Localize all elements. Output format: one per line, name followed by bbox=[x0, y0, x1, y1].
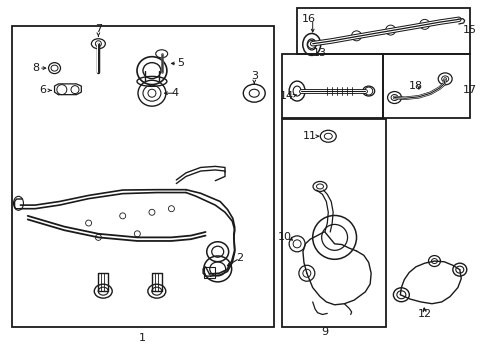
Text: 9: 9 bbox=[321, 327, 328, 337]
Text: 16: 16 bbox=[301, 14, 315, 24]
Text: 17: 17 bbox=[462, 85, 476, 95]
Text: 5: 5 bbox=[176, 58, 183, 68]
Bar bbox=[282, 54, 382, 118]
Text: 14: 14 bbox=[280, 91, 294, 101]
Text: 6: 6 bbox=[39, 85, 46, 95]
Text: 12: 12 bbox=[417, 310, 431, 319]
Bar bbox=[12, 26, 273, 327]
Text: 4: 4 bbox=[171, 88, 179, 98]
Text: 3: 3 bbox=[250, 71, 257, 81]
Bar bbox=[282, 119, 385, 327]
Text: 13: 13 bbox=[312, 48, 326, 58]
Bar bbox=[382, 54, 469, 118]
Bar bbox=[203, 267, 215, 278]
Text: 15: 15 bbox=[462, 25, 476, 35]
Text: 18: 18 bbox=[408, 81, 422, 91]
Text: 10: 10 bbox=[277, 232, 291, 242]
Text: 2: 2 bbox=[236, 253, 243, 263]
Bar bbox=[297, 8, 469, 54]
Text: 7: 7 bbox=[95, 24, 102, 35]
Text: 8: 8 bbox=[32, 63, 40, 73]
Text: 1: 1 bbox=[139, 333, 145, 343]
Text: 11: 11 bbox=[303, 131, 317, 141]
